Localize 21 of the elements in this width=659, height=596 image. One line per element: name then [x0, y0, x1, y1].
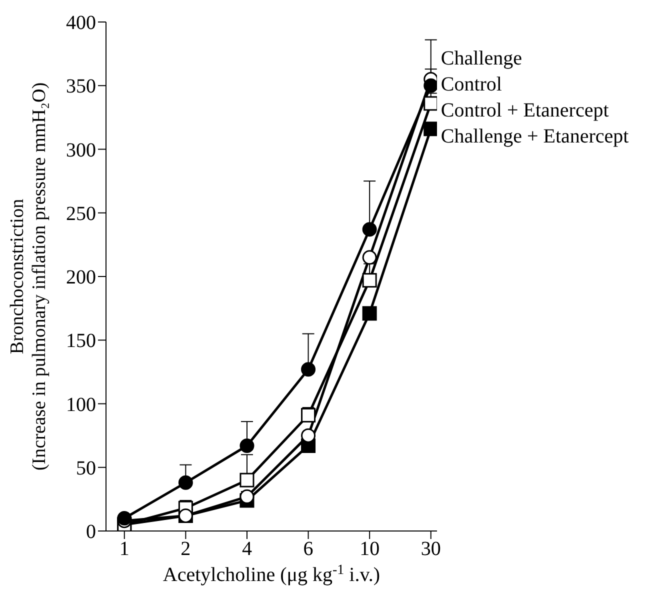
series-label: Control [440, 74, 502, 96]
x-tick-label: 10 [360, 538, 380, 560]
y-tick-label: 250 [66, 202, 96, 225]
x-tick-label: 1 [119, 538, 130, 560]
y-tick-label: 400 [66, 12, 96, 34]
y-tick-label: 350 [66, 76, 96, 98]
x-axis-title: Acetylcholine (μg kg$^{-1}$ i.v.) [162, 562, 380, 586]
x-tick-label: 4 [242, 538, 252, 560]
x-tick-label: 30 [420, 538, 441, 560]
series-label: Challenge [440, 48, 522, 70]
y-tick-label: 300 [66, 139, 96, 162]
series-label: Control + Etanercept [440, 100, 610, 122]
y-tick-label: 200 [66, 266, 96, 289]
y-axis-title: Bronchoconstriction (Increase in pulmonary inflation pressure mmH₂O) [7, 82, 50, 471]
x-tick-label: 6 [303, 538, 314, 560]
series-label: Challenge + Etanercept [440, 126, 630, 148]
y-tick-label: 150 [66, 330, 96, 352]
x-tick-label: 2 [180, 538, 191, 560]
y-tick-label: 0 [86, 521, 96, 544]
y-tick-label: 100 [66, 394, 96, 416]
y-tick-label: 50 [76, 457, 96, 480]
